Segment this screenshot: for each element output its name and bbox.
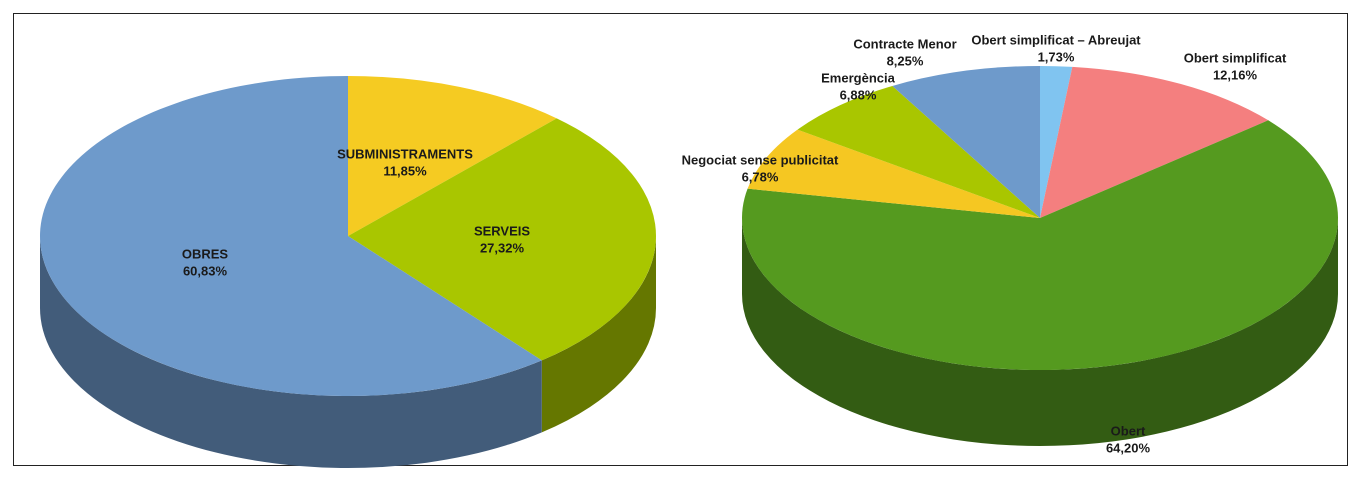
slice-label: SUBMINISTRAMENTS [337, 146, 473, 161]
slice-label: Obert simplificat – Abreujat [971, 32, 1141, 47]
slice-value-label: 6,78% [742, 169, 779, 184]
pie-slice [892, 66, 1040, 218]
slice-label: Obert [1111, 423, 1146, 438]
slice-label: Obert simplificat [1184, 50, 1287, 65]
slice-value-label: 1,73% [1038, 49, 1075, 64]
pie-slice [797, 85, 1040, 218]
pie-slice [348, 118, 657, 361]
pie-side [541, 236, 656, 433]
slice-value-label: 60,83% [183, 263, 228, 278]
pie-slice [747, 129, 1040, 218]
slice-value-label: 27,32% [480, 240, 525, 255]
pie-slice [1040, 66, 1073, 218]
slice-label: Emergència [821, 70, 895, 85]
pie-slice [742, 120, 1338, 370]
pie-side [40, 236, 542, 468]
pie-side [742, 218, 1338, 446]
slice-value-label: 8,25% [887, 53, 924, 68]
slice-label: OBRES [182, 246, 229, 261]
slice-value-label: 64,20% [1106, 440, 1151, 455]
slice-value-label: 6,88% [840, 87, 877, 102]
slice-value-label: 11,85% [383, 163, 427, 178]
slice-label: Negociat sense publicitat [682, 152, 839, 167]
pie-slice [1040, 66, 1269, 218]
slice-label: SERVEIS [474, 223, 530, 238]
pie-slice [39, 75, 542, 396]
pie-slice [348, 76, 557, 236]
slice-value-label: 12,16% [1213, 67, 1258, 82]
slice-label: Contracte Menor [853, 36, 956, 51]
